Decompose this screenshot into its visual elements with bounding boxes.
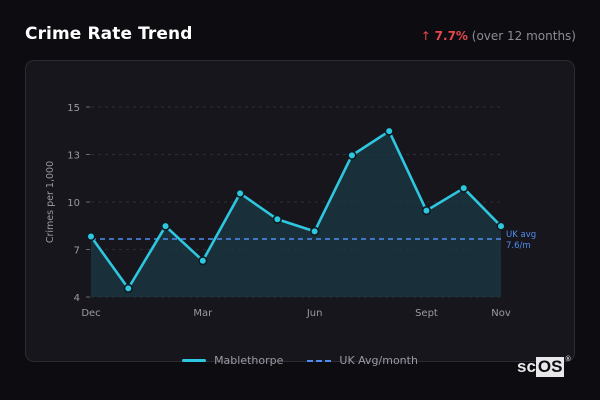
data-point <box>235 188 245 198</box>
chart-legend: Mablethorpe UK Avg/month <box>0 354 600 367</box>
change-period: (over 12 months) <box>471 29 576 43</box>
legend-label: UK Avg/month <box>339 354 418 367</box>
dashed-line-swatch-icon <box>307 359 332 362</box>
x-tick-label: Mar <box>193 308 213 319</box>
data-point <box>123 283 133 293</box>
y-tick-label: 7 <box>74 246 80 257</box>
uk-avg-annotation-value: 7.6/m <box>506 241 531 251</box>
trend-change: ↑ 7.7% (over 12 months) <box>421 29 576 43</box>
data-point <box>160 221 171 231</box>
data-point <box>347 150 357 160</box>
data-point <box>459 183 469 193</box>
data-point <box>86 231 96 242</box>
y-axis-label: Crimes per 1,000 <box>45 161 56 243</box>
solid-line-swatch-icon <box>182 359 207 362</box>
x-tick-label: Dec <box>81 308 100 319</box>
data-point <box>496 221 506 231</box>
y-tick-label: 15 <box>67 103 80 114</box>
legend-item-mablethorpe[interactable]: Mablethorpe <box>182 354 283 367</box>
change-percent: 7.7% <box>434 29 468 43</box>
data-point <box>421 206 432 216</box>
uk-avg-annotation: UK avg <box>506 230 536 240</box>
y-tick-label: 4 <box>74 293 80 304</box>
arrow-up-icon: ↑ <box>420 29 431 43</box>
legend-item-uk-avg[interactable]: UK Avg/month <box>307 354 418 367</box>
x-tick-label: Nov <box>491 308 511 319</box>
x-tick-label: Jun <box>306 308 323 319</box>
series-line <box>89 129 502 290</box>
data-point <box>384 126 394 136</box>
data-point <box>272 214 282 224</box>
data-point <box>198 256 208 266</box>
data-point <box>310 226 320 236</box>
series-area <box>91 131 501 297</box>
x-tick-label: Sept <box>415 308 438 319</box>
y-tick-label: 10 <box>67 198 80 209</box>
y-tick-label: 13 <box>67 151 80 162</box>
chart-title: Crime Rate Trend <box>25 24 193 44</box>
scos-logo: sc OS ® <box>517 356 571 377</box>
legend-label: Mablethorpe <box>214 354 284 367</box>
